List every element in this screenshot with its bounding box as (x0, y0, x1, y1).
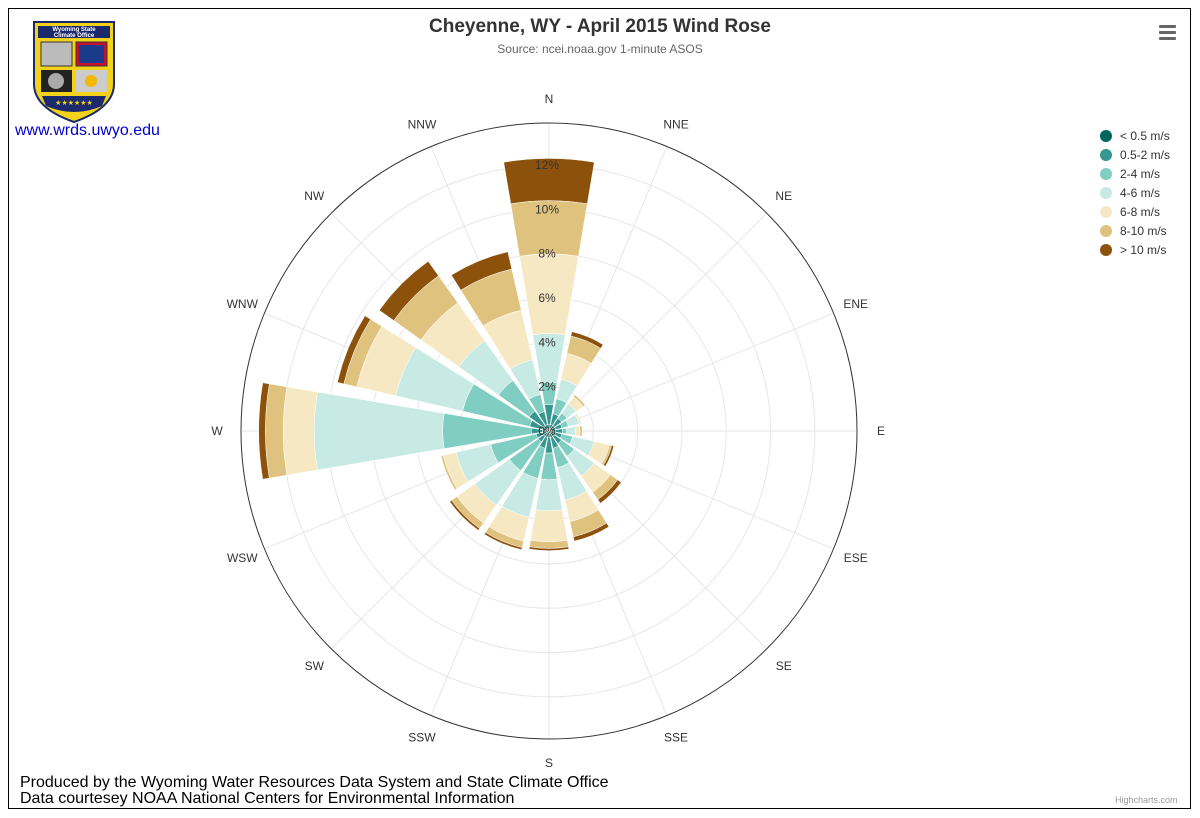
wind-sector-nw-series-6 (378, 260, 439, 321)
chart-legend: < 0.5 m/s 0.5-2 m/s 2-4 m/s 4-6 m/s 6-8 m/s 8… (1100, 126, 1170, 259)
grid-spoke (548, 312, 834, 432)
direction-label-nne: NNE (663, 117, 688, 131)
legend-label: 2-4 m/s (1120, 166, 1161, 181)
footer-credit-line-1: Produced by the Wyoming Water Resources … (20, 774, 609, 791)
chart-frame (8, 8, 1191, 809)
wind-sector-sse-series-6 (573, 522, 610, 542)
legend-label: 8-10 m/s (1120, 223, 1167, 238)
legend-label: < 0.5 m/s (1120, 128, 1170, 143)
wind-sector-e-series-3 (566, 426, 576, 436)
direction-label-e: E (877, 424, 885, 438)
direction-label-ene: ENE (843, 297, 868, 311)
footer-credit-line-2: Data courtesey NOAA National Centers for… (20, 790, 515, 807)
radial-tick-label: 6% (538, 291, 556, 305)
wind-sector-n-series-6 (503, 158, 595, 205)
legend-marker-icon (1100, 129, 1112, 142)
wind-sector-ese-series-6 (603, 445, 615, 467)
wind-sector-ene-series-4 (574, 413, 582, 425)
radial-tick-label: 10% (535, 202, 559, 216)
grid-spoke (548, 212, 768, 432)
export-menu-button[interactable] (1155, 22, 1181, 44)
wind-sector-s-series-2 (540, 452, 558, 480)
wind-sector-ne-series-5 (573, 394, 586, 407)
chart-title: Cheyenne, WY - April 2015 Wind Rose (429, 16, 771, 37)
polar-outer-circle (240, 122, 858, 740)
logo-shield-icon: Wyoming State Climate Office ★★★★★★ (33, 21, 115, 124)
hamburger-menu-icon (1159, 31, 1176, 34)
legend-label: 4-6 m/s (1120, 185, 1161, 200)
direction-label-w: W (211, 424, 223, 438)
direction-label-n: N (545, 92, 554, 106)
legend-marker-icon (1100, 205, 1112, 218)
direction-label-ssw: SSW (408, 731, 436, 745)
wind-sector-s-series-4 (530, 509, 568, 542)
radial-tick-label: 8% (538, 247, 556, 261)
wind-sector-wnw-series-6 (337, 315, 371, 385)
direction-label-sse: SSE (664, 731, 688, 745)
radial-tick-label: 0% (538, 424, 556, 438)
direction-label-nnw: NNW (408, 117, 437, 131)
direction-label-ne: NE (775, 189, 792, 203)
hamburger-menu-icon (1159, 37, 1176, 40)
legend-item[interactable]: 8-10 m/s (1100, 221, 1170, 240)
legend-label: 6-8 m/s (1120, 204, 1161, 219)
wind-sector-e-series-5 (579, 425, 583, 437)
legend-item[interactable]: 6-8 m/s (1100, 202, 1170, 221)
radial-tick-label: 2% (538, 380, 556, 394)
legend-item[interactable]: 0.5-2 m/s (1100, 145, 1170, 164)
direction-label-wnw: WNW (227, 297, 259, 311)
wind-sector-s-series-3 (535, 478, 563, 512)
direction-label-s: S (545, 756, 553, 770)
legend-label: > 10 m/s (1120, 242, 1167, 257)
legend-item[interactable]: 4-6 m/s (1100, 183, 1170, 202)
wind-sector-w-series-4 (282, 386, 318, 476)
direction-label-nw: NW (304, 189, 325, 203)
logo-text-1: Wyoming State (52, 27, 96, 33)
legend-marker-icon (1100, 243, 1112, 256)
legend-marker-icon (1100, 167, 1112, 180)
logo-text-2: Climate Office (54, 33, 95, 39)
wind-sector-e-series-4 (574, 425, 581, 437)
wind-sector-nne-series-6 (570, 331, 604, 349)
wind-sector-s-series-6 (528, 546, 570, 551)
legend-marker-icon (1100, 186, 1112, 199)
highcharts-credits-link[interactable]: Highcharts.com (1115, 795, 1178, 805)
legend-item[interactable]: > 10 m/s (1100, 240, 1170, 259)
direction-label-sw: SW (305, 659, 325, 673)
wrds-website-link[interactable]: www.wrds.uwyo.edu (15, 122, 160, 139)
chart-subtitle: Source: ncei.noaa.gov 1-minute ASOS (497, 42, 703, 56)
hamburger-menu-icon (1159, 25, 1176, 28)
direction-label-ese: ESE (844, 551, 868, 565)
radial-tick-label: 12% (535, 158, 559, 172)
direction-label-wsw: WSW (227, 551, 258, 565)
legend-marker-icon (1100, 224, 1112, 237)
legend-item[interactable]: 2-4 m/s (1100, 164, 1170, 183)
direction-label-se: SE (776, 659, 792, 673)
wind-sector-se-series-6 (597, 479, 622, 504)
wind-sector-ssw-series-6 (483, 532, 523, 551)
wind-sector-w-series-6 (258, 382, 270, 480)
legend-label: 0.5-2 m/s (1120, 147, 1171, 162)
radial-tick-label: 4% (538, 335, 556, 349)
wind-sector-e-series-2 (561, 427, 567, 435)
wind-sector-wsw-series-5 (440, 455, 458, 491)
wind-sector-nnw-series-6 (451, 251, 513, 291)
wind-sector-w-series-3 (313, 391, 445, 471)
legend-marker-icon (1100, 148, 1112, 161)
legend-item[interactable]: < 0.5 m/s (1100, 126, 1170, 145)
svg-text:★★★★★★: ★★★★★★ (55, 99, 93, 107)
wind-sector-sw-series-6 (449, 500, 480, 531)
wyoming-climate-office-logo: Wyoming State Climate Office ★★★★★★ (28, 18, 120, 124)
